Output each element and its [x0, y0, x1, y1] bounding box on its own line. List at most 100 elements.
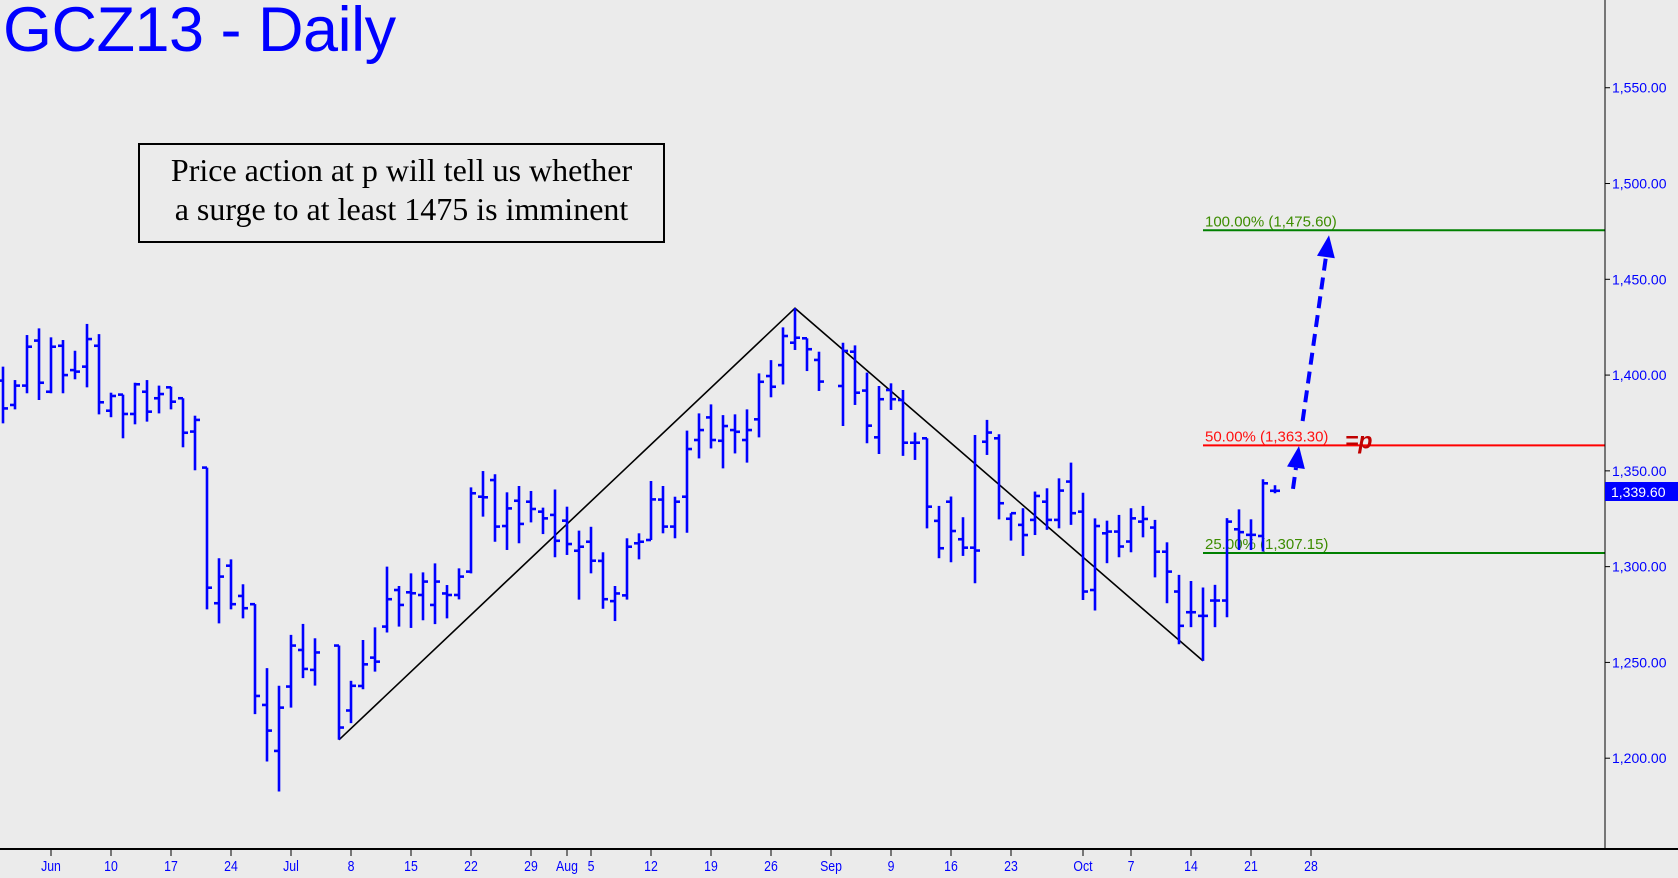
price-bar — [1006, 511, 1016, 541]
x-tick-label: 14 — [1184, 858, 1198, 874]
price-bar — [394, 585, 404, 627]
x-tick-label: 15 — [404, 858, 418, 874]
price-bar — [106, 392, 116, 418]
y-axis: 1,200.00 1,250.00 1,300.00 1,350.00 1,400.00… — [1605, 80, 1667, 766]
price-bar — [178, 396, 188, 448]
price-bar — [802, 336, 812, 372]
price-bar — [130, 382, 140, 425]
price-bar — [1042, 488, 1052, 530]
price-bar — [142, 380, 152, 422]
projection-arrow — [1287, 445, 1305, 490]
price-bar — [190, 415, 200, 471]
price-bar — [1030, 491, 1040, 536]
price-bar — [1018, 508, 1028, 556]
price-bar — [1258, 479, 1268, 552]
price-bar — [598, 552, 608, 609]
price-bar — [1186, 581, 1196, 628]
price-bar — [430, 563, 440, 625]
price-bar — [850, 345, 860, 405]
fibonacci-levels: 100.00% (1,475.60) 50.00% (1,363.30) 25.00… — [1203, 213, 1605, 554]
price-bar — [214, 558, 224, 624]
price-bar — [250, 602, 260, 715]
price-bar — [1174, 574, 1184, 645]
price-bar — [610, 585, 620, 622]
last-price-badge: 1,339.60 — [1605, 482, 1678, 501]
price-bar — [1198, 587, 1208, 661]
price-bar — [1066, 462, 1076, 525]
price-bar — [202, 466, 212, 610]
price-bar — [790, 308, 800, 350]
price-bar — [58, 340, 68, 394]
y-tick-label: 1,350.00 — [1612, 463, 1667, 479]
price-bar — [634, 533, 644, 560]
chart-title: GCZ13 - Daily — [3, 0, 396, 65]
annotation-line-1: Price action at p will tell us whether — [170, 152, 633, 188]
fib-level-label: 50.00% (1,363.30) — [1205, 428, 1328, 445]
price-bar — [22, 335, 32, 394]
price-bar — [898, 390, 908, 456]
price-bar — [226, 559, 236, 610]
x-tick-label: Oct — [1073, 858, 1092, 874]
price-bar — [742, 409, 752, 463]
x-tick-label: Sep — [820, 858, 842, 874]
x-tick-label: Jun — [41, 858, 61, 874]
x-tick-label: Aug — [556, 858, 578, 874]
x-tick-label: Jul — [283, 858, 299, 874]
y-tick-label: 1,500.00 — [1612, 176, 1667, 192]
price-bar — [166, 386, 176, 410]
x-tick-label: 22 — [464, 858, 478, 874]
price-bar — [286, 634, 296, 708]
x-tick-label: 10 — [104, 858, 118, 874]
x-tick-label: 26 — [764, 858, 778, 874]
x-tick-label: 19 — [704, 858, 718, 874]
price-bar — [0, 366, 8, 424]
arrow-head-icon — [1287, 445, 1305, 469]
x-tick-label: 12 — [644, 858, 658, 874]
price-bar — [502, 492, 512, 550]
fib-level-label: 25.00% (1,307.15) — [1205, 536, 1328, 553]
y-tick-label: 1,400.00 — [1612, 367, 1667, 383]
price-bar — [1102, 520, 1112, 564]
ohlc-bars — [0, 308, 1280, 792]
x-tick-label: 7 — [1128, 858, 1135, 874]
price-bar — [958, 517, 968, 556]
price-bar — [154, 385, 164, 414]
price-bar — [238, 584, 248, 619]
price-bar — [706, 404, 716, 449]
x-axis: Jun 10 17 24 Jul 8 15 22 29 Aug 5 12 19 26 Sep 9 16 23 Oct… — [41, 849, 1318, 874]
price-bar — [622, 538, 632, 600]
y-tick-label: 1,550.00 — [1612, 80, 1667, 96]
y-tick-label: 1,300.00 — [1612, 559, 1667, 575]
price-bar — [454, 568, 464, 600]
price-bar — [1078, 492, 1088, 600]
x-tick-label: 16 — [944, 858, 958, 874]
price-bar — [70, 350, 80, 380]
price-bar — [94, 334, 104, 415]
price-bar — [334, 644, 344, 740]
price-bar — [346, 680, 356, 724]
price-bar — [418, 572, 428, 621]
price-bar — [658, 485, 668, 534]
x-tick-label: 5 — [588, 858, 595, 874]
price-bar — [1210, 584, 1220, 628]
price-bar — [1138, 505, 1148, 538]
price-bar — [994, 434, 1004, 520]
price-bar — [526, 490, 536, 523]
price-bar — [874, 385, 884, 455]
annotation-line-2: a surge to at least 1475 is imminent — [174, 191, 629, 227]
x-tick-label: 21 — [1244, 858, 1258, 874]
annotation-box: Price action at p will tell us whether a… — [138, 143, 665, 243]
price-bar — [1246, 519, 1256, 550]
y-tick-label: 1,450.00 — [1612, 271, 1667, 287]
price-bar — [718, 415, 728, 469]
price-bar — [382, 566, 392, 633]
price-bar — [550, 489, 560, 558]
price-bar — [442, 585, 452, 619]
price-bar — [310, 638, 320, 686]
price-bar — [274, 685, 284, 792]
price-bar — [922, 436, 932, 529]
price-bar — [814, 351, 824, 391]
price-bar — [586, 526, 596, 574]
price-bar — [778, 327, 788, 385]
price-bar — [34, 328, 44, 400]
